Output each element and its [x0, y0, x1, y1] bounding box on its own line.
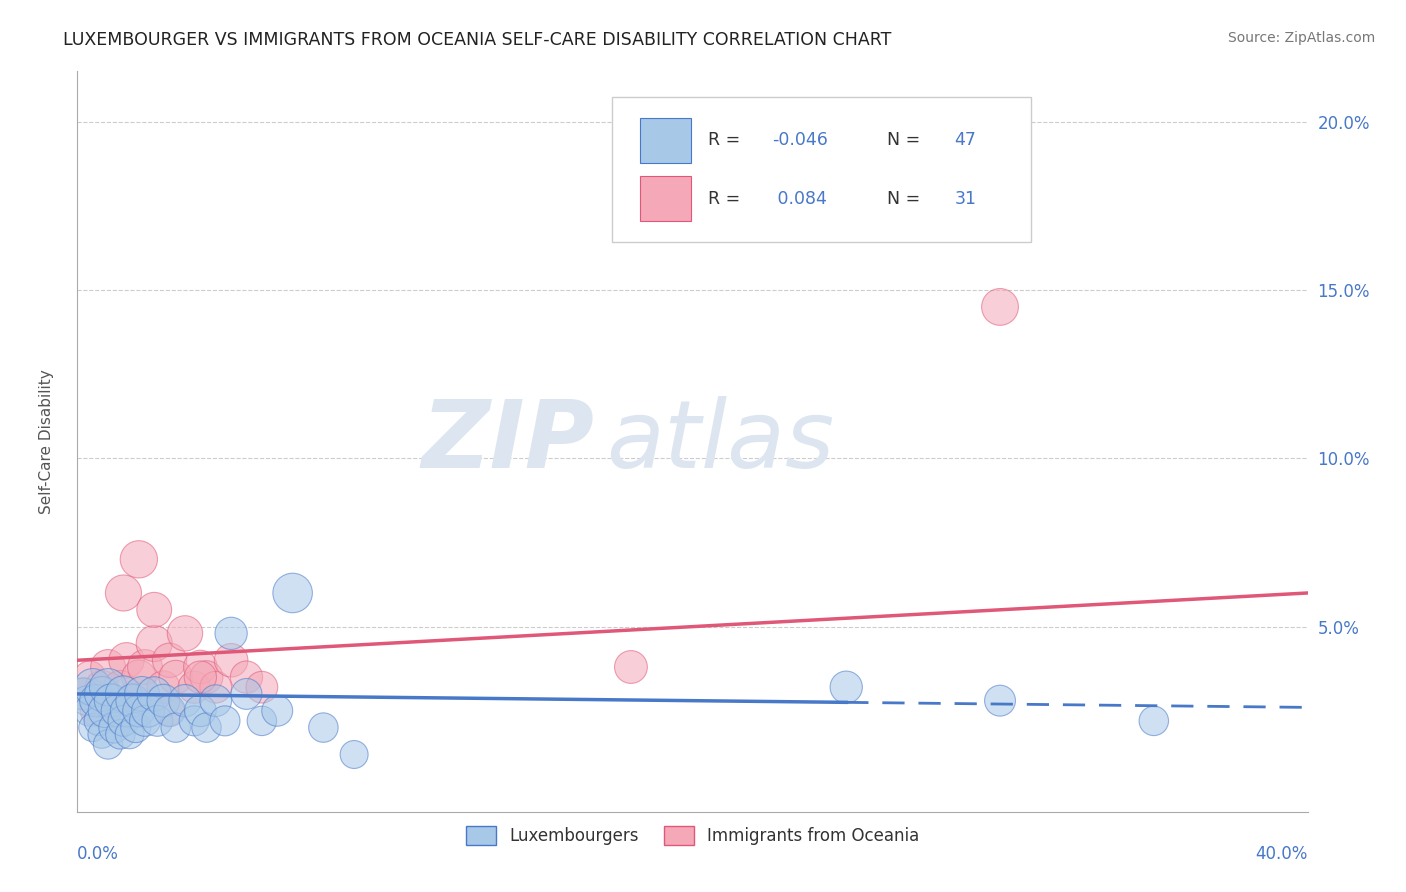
- Point: [214, 714, 236, 728]
- Point: [219, 626, 242, 640]
- Point: [105, 704, 128, 718]
- Point: [90, 680, 114, 694]
- Point: [188, 704, 212, 718]
- Point: [143, 603, 166, 617]
- Point: [159, 704, 181, 718]
- Text: N =: N =: [887, 190, 925, 208]
- Point: [620, 660, 643, 674]
- Point: [988, 694, 1011, 708]
- Point: [90, 727, 114, 741]
- Point: [115, 653, 138, 667]
- Point: [152, 680, 174, 694]
- Text: 31: 31: [955, 190, 977, 208]
- Text: Source: ZipAtlas.com: Source: ZipAtlas.com: [1227, 31, 1375, 45]
- Point: [72, 687, 94, 701]
- Point: [143, 636, 166, 650]
- Text: ZIP: ZIP: [422, 395, 595, 488]
- Point: [115, 704, 138, 718]
- Point: [128, 670, 150, 684]
- Point: [312, 721, 335, 735]
- Point: [97, 680, 120, 694]
- Point: [250, 714, 273, 728]
- Point: [266, 704, 288, 718]
- Legend: Luxembourgers, Immigrants from Oceania: Luxembourgers, Immigrants from Oceania: [460, 819, 925, 852]
- Text: LUXEMBOURGER VS IMMIGRANTS FROM OCEANIA SELF-CARE DISABILITY CORRELATION CHART: LUXEMBOURGER VS IMMIGRANTS FROM OCEANIA …: [63, 31, 891, 49]
- Point: [128, 704, 150, 718]
- Point: [103, 721, 125, 735]
- Point: [250, 680, 273, 694]
- Point: [112, 714, 135, 728]
- Point: [195, 670, 218, 684]
- Point: [1143, 714, 1166, 728]
- Point: [121, 694, 143, 708]
- Text: R =: R =: [709, 131, 747, 149]
- Point: [204, 680, 226, 694]
- Point: [87, 714, 110, 728]
- Point: [188, 660, 212, 674]
- Text: R =: R =: [709, 190, 747, 208]
- Point: [112, 586, 135, 600]
- Point: [90, 687, 114, 701]
- Point: [112, 687, 135, 701]
- Point: [84, 704, 107, 718]
- Bar: [640, 176, 692, 221]
- Point: [165, 721, 187, 735]
- Point: [79, 670, 101, 684]
- Text: 0.0%: 0.0%: [77, 846, 120, 863]
- Point: [125, 721, 148, 735]
- Point: [159, 653, 181, 667]
- Point: [82, 721, 104, 735]
- Point: [281, 586, 304, 600]
- Point: [219, 653, 242, 667]
- Point: [143, 687, 166, 701]
- Point: [343, 747, 366, 762]
- Bar: [640, 118, 692, 163]
- Point: [835, 680, 858, 694]
- Point: [134, 714, 156, 728]
- Point: [84, 694, 107, 708]
- Point: [165, 670, 187, 684]
- Point: [97, 660, 120, 674]
- Point: [72, 687, 94, 701]
- Point: [110, 727, 132, 741]
- Point: [235, 687, 257, 701]
- Point: [79, 704, 101, 718]
- Point: [195, 721, 218, 735]
- Point: [76, 694, 98, 708]
- Point: [942, 165, 965, 179]
- Text: -0.046: -0.046: [772, 131, 828, 149]
- Text: 40.0%: 40.0%: [1256, 846, 1308, 863]
- Point: [183, 680, 205, 694]
- Point: [988, 300, 1011, 314]
- Text: N =: N =: [887, 131, 925, 149]
- Point: [103, 704, 125, 718]
- Point: [134, 660, 156, 674]
- Text: atlas: atlas: [606, 396, 835, 487]
- Text: 47: 47: [955, 131, 976, 149]
- Point: [118, 727, 141, 741]
- Point: [100, 694, 122, 708]
- Point: [128, 552, 150, 566]
- Point: [183, 714, 205, 728]
- Point: [110, 680, 132, 694]
- Text: 0.084: 0.084: [772, 190, 827, 208]
- Text: Self-Care Disability: Self-Care Disability: [39, 369, 53, 514]
- Point: [131, 687, 153, 701]
- Point: [121, 694, 143, 708]
- Point: [174, 694, 197, 708]
- Point: [152, 694, 174, 708]
- Point: [136, 704, 159, 718]
- Point: [235, 670, 257, 684]
- Point: [146, 714, 169, 728]
- Point: [94, 704, 117, 718]
- FancyBboxPatch shape: [613, 97, 1031, 242]
- Point: [82, 680, 104, 694]
- Point: [204, 694, 226, 708]
- Point: [174, 626, 197, 640]
- Point: [97, 738, 120, 752]
- Point: [159, 704, 181, 718]
- Point: [188, 670, 212, 684]
